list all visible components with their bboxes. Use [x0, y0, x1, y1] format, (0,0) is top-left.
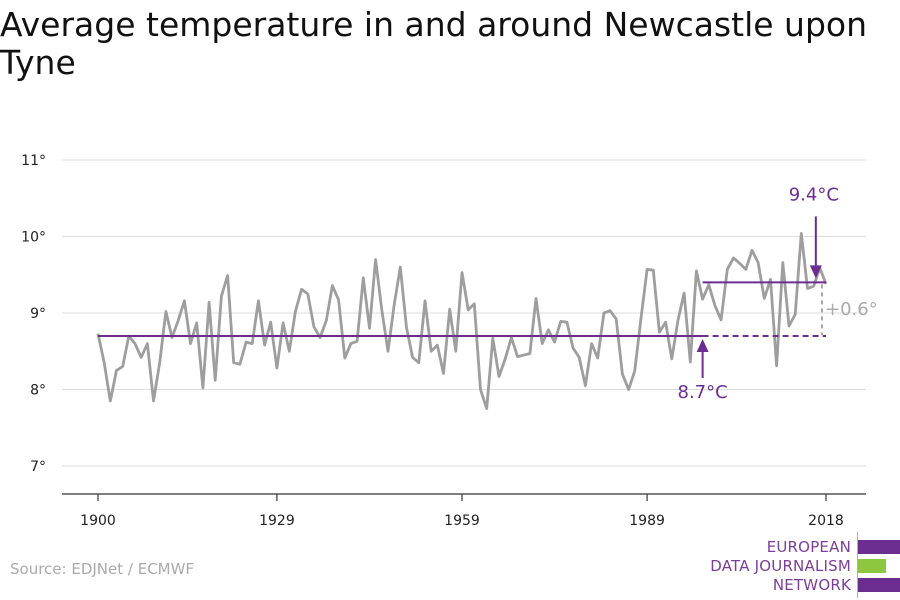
logo-separator: [857, 532, 858, 598]
logo-bar-bottom: [858, 578, 900, 592]
logo-line-2: DATA JOURNALISM: [710, 557, 851, 575]
recent-arrow-head: [809, 265, 822, 279]
x-tick-label: 1900: [80, 513, 116, 529]
logo-line-1: EUROPEAN: [766, 538, 851, 556]
x-axis: 1900 1929 1959 1989 2018: [62, 493, 866, 529]
x-tick-label: 1989: [629, 513, 665, 529]
logo-bar-middle: [858, 559, 900, 573]
baseline-value-label: 8.7°C: [678, 382, 728, 403]
recent-value-label: 9.4°C: [789, 184, 839, 205]
x-tick-label: 2018: [808, 513, 844, 529]
y-axis-ticks: 7° 8° 9° 10° 11°: [21, 153, 46, 475]
x-tick-label: 1959: [444, 513, 480, 529]
y-tick-label: 9°: [30, 306, 46, 322]
annotations: +0.6° 8.7°C 9.4°C: [98, 184, 878, 403]
y-tick-label: 10°: [21, 230, 46, 246]
temperature-series-line: [96, 231, 828, 411]
grid-lines: [62, 159, 866, 467]
series-layer: [96, 231, 828, 411]
edjnet-logo: EUROPEAN DATA JOURNALISM NETWORK: [700, 530, 900, 600]
baseline-arrow-head: [696, 338, 709, 352]
y-tick-label: 11°: [21, 153, 46, 169]
x-tick-label: 1929: [259, 513, 295, 529]
logo-bar-top: [858, 540, 900, 554]
chart-title: Average temperature in and around Newcas…: [0, 5, 867, 82]
y-tick-label: 8°: [30, 383, 46, 399]
y-tick-label: 7°: [30, 459, 46, 475]
source-note: Source: EDJNet / ECMWF: [10, 560, 195, 578]
logo-line-3: NETWORK: [772, 576, 851, 594]
difference-label: +0.6°: [825, 299, 878, 320]
